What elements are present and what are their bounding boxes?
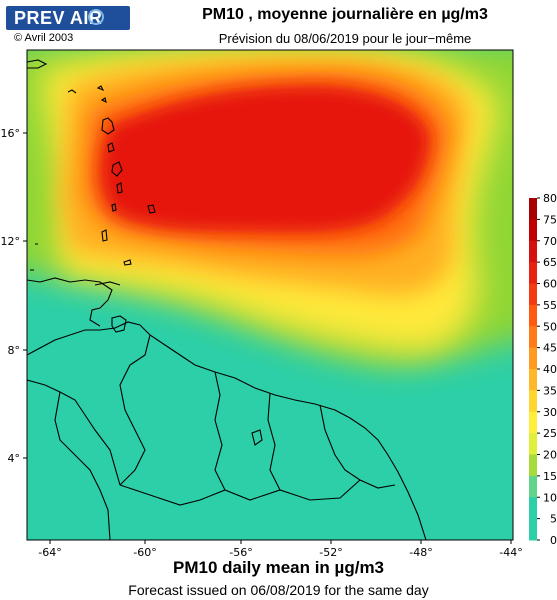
brokopondo-lake [251,429,263,446]
logo-text: PREV AIR [14,8,103,28]
lat-tick-12: 12° [1,235,21,248]
grenada [101,229,108,242]
colorbar-label: 15 [543,470,557,483]
lon-axis [49,540,512,544]
footer-title: PM10 daily mean in µg/m3 [172,558,385,577]
barbados [147,204,156,214]
lon-tick-52: -52° [319,546,342,559]
colorbar-label: 45 [543,342,557,355]
border-suriname-guiana [267,392,281,491]
colorbar-segment [529,433,537,455]
colorbar-label: 75 [543,213,557,226]
trinidad [111,315,127,333]
colorbar-segment [529,347,537,370]
colorbar-segment [529,304,537,327]
colorbar-segment [529,326,537,349]
border-guiana-brazil [319,404,396,489]
colorbar-segment [529,411,537,434]
colorbar-label: 30 [543,406,557,419]
antilles-2 [100,97,107,104]
colorbar-label: 20 [543,449,557,462]
colorbar-segment [529,262,537,284]
dominica [107,142,115,153]
colorbar-label: 55 [543,299,557,312]
border-brazil-south [119,479,361,506]
lon-tick-56: -56° [229,546,252,559]
lat-axis [23,132,27,459]
colorbar-segment [529,240,537,263]
pm10-field [27,50,513,366]
colorbar-label: 60 [543,278,557,291]
colorbar-label: 5 [550,513,557,526]
puerto-rico [27,59,48,69]
map-border [26,49,514,541]
colorbar-label: 80 [543,192,557,205]
colorbar-segment [529,198,537,220]
guadeloupe [101,117,115,135]
south-america-coast [27,321,427,540]
logo-circle-icon [88,9,104,25]
border-venezuela-guyana [119,334,151,486]
colorbar-segment [529,390,537,413]
tobago [123,259,132,266]
colorbar-label: 50 [543,320,557,333]
st-vincent [111,203,117,212]
lon-tick-60: -60° [133,546,156,559]
colorbar-segment [529,219,537,242]
colorbar-segment [529,475,537,498]
st-lucia [116,182,123,194]
colorbar-label: 35 [543,384,557,397]
colorbar-segment [529,283,537,306]
colorbar-segment [529,454,537,477]
prevair-logo: PREV AIR [6,6,130,30]
colorbar-label: 25 [543,427,557,440]
lon-tick-44: -44° [499,546,522,559]
border-guyana-suriname [214,371,226,491]
copyright: © Avril 2003 [14,32,74,44]
page-subtitle: Prévision du 08/06/2019 pour le jour−mêm… [218,31,472,46]
colorbar-segment [529,497,537,520]
virgin-islands [67,89,77,94]
page-title: PM10 , moyenne journalière en µg/m3 [202,6,488,23]
lat-tick-4: 4° [8,452,21,465]
colorbar-segment [529,518,537,541]
colorbar-label: 0 [550,534,557,547]
antilles-1 [96,85,105,92]
colorbar-label: 40 [543,363,557,376]
venezuela-coast [27,277,113,327]
islets-left [30,243,38,271]
footer-subtitle: Forecast issued on 06/08/2019 for the sa… [128,582,429,598]
lon-tick-64: -64° [38,546,61,559]
colorbar-label: 70 [543,235,557,248]
colorbar-segment [529,369,537,391]
coastlines [27,59,427,540]
lon-tick-48: -48° [409,546,432,559]
lat-tick-8: 8° [8,344,21,357]
colorbar-label: 10 [543,491,557,504]
lat-tick-16: 16° [1,127,21,140]
paria-peninsula [94,281,121,286]
colorbar-label: 65 [543,256,557,269]
border-west-2 [54,391,111,540]
border-west [27,379,121,486]
martinique [111,161,123,177]
